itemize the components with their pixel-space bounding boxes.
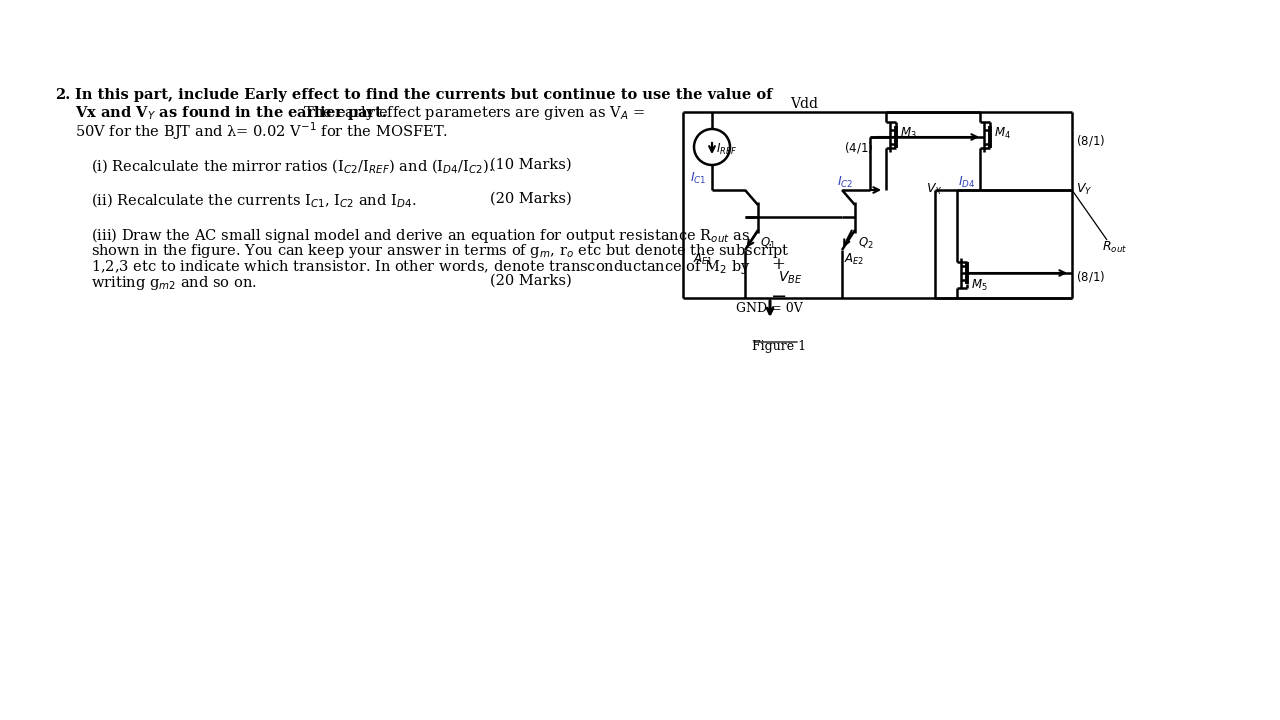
- Text: $V_Y$: $V_Y$: [1076, 182, 1092, 197]
- Text: +: +: [771, 256, 785, 273]
- Text: −: −: [771, 288, 787, 306]
- Text: (20 Marks): (20 Marks): [490, 192, 572, 206]
- Text: $(8/1)$: $(8/1)$: [1076, 133, 1105, 148]
- Text: 50V for the BJT and λ= 0.02 V$^{-1}$ for the MOSFET.: 50V for the BJT and λ= 0.02 V$^{-1}$ for…: [76, 120, 448, 142]
- Text: $M_5$: $M_5$: [972, 278, 988, 293]
- Text: The early effect parameters are given as V$_A$ =: The early effect parameters are given as…: [300, 104, 645, 122]
- Text: Figure 1: Figure 1: [753, 340, 806, 353]
- Text: $R_{out}$: $R_{out}$: [1102, 240, 1128, 255]
- Text: $Q_1$: $Q_1$: [760, 236, 776, 251]
- Text: (iii) Draw the AC small signal model and derive an equation for output resistanc: (iii) Draw the AC small signal model and…: [91, 226, 750, 245]
- Text: writing g$_{m2}$ and so on.: writing g$_{m2}$ and so on.: [91, 274, 257, 292]
- Text: $M_3$: $M_3$: [900, 126, 916, 141]
- Text: (i) Recalculate the mirror ratios (I$_{C2}$/I$_{REF}$) and (I$_{D4}$/I$_{C2}$).: (i) Recalculate the mirror ratios (I$_{C…: [91, 158, 493, 176]
- Text: $A_{E1}$: $A_{E1}$: [692, 252, 713, 267]
- Text: GND = 0V: GND = 0V: [736, 302, 803, 315]
- Text: In this part, include Early effect to find the currents but continue to use the : In this part, include Early effect to fi…: [76, 88, 773, 102]
- Text: $(8/1)$: $(8/1)$: [1076, 269, 1105, 284]
- Text: Vx and V$_Y$ as found in the earlier part.: Vx and V$_Y$ as found in the earlier par…: [76, 104, 388, 122]
- Text: $V_X$: $V_X$: [925, 182, 942, 197]
- Text: (20 Marks): (20 Marks): [490, 274, 572, 288]
- Text: 2.: 2.: [55, 88, 70, 102]
- Text: 1,2,3 etc to indicate which transistor. In other words, denote transconductance : 1,2,3 etc to indicate which transistor. …: [91, 258, 751, 276]
- Text: $I_{D4}$: $I_{D4}$: [957, 175, 975, 190]
- Text: $V_{BE}$: $V_{BE}$: [778, 270, 803, 287]
- Text: shown in the figure. You can keep your answer in terms of g$_m$, r$_o$ etc but d: shown in the figure. You can keep your a…: [91, 242, 790, 260]
- Text: $I_{C1}$: $I_{C1}$: [690, 171, 707, 186]
- Text: $A_{E2}$: $A_{E2}$: [844, 252, 864, 267]
- Text: $(4/1)$: $(4/1)$: [844, 140, 873, 155]
- Text: (10 Marks): (10 Marks): [490, 158, 572, 172]
- Text: $I_{C2}$: $I_{C2}$: [837, 175, 854, 190]
- Text: Vdd: Vdd: [790, 97, 818, 111]
- Text: $Q_2$: $Q_2$: [858, 236, 874, 251]
- Text: $M_4$: $M_4$: [995, 126, 1011, 141]
- Text: $I_{REF}$: $I_{REF}$: [716, 142, 737, 157]
- Text: (ii) Recalculate the currents I$_{C1}$, I$_{C2}$ and I$_{D4}$.: (ii) Recalculate the currents I$_{C1}$, …: [91, 192, 416, 210]
